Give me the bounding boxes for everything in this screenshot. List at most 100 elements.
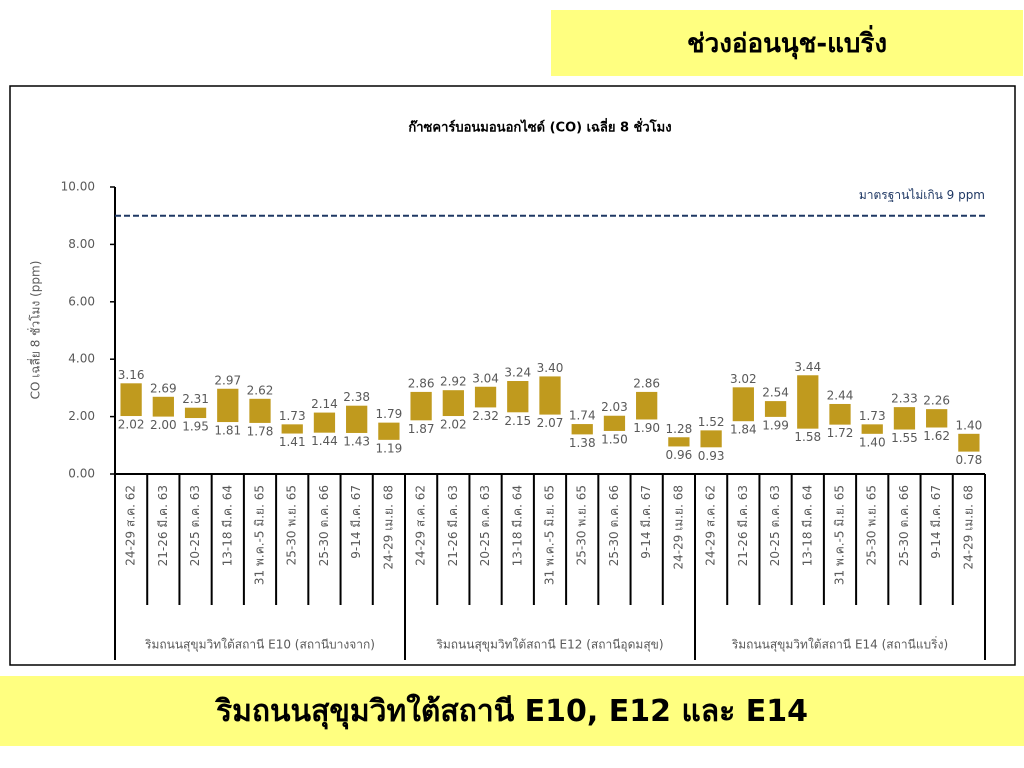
bar xyxy=(474,386,497,408)
low-label: 0.93 xyxy=(698,449,725,463)
low-label: 1.58 xyxy=(794,430,821,444)
bar xyxy=(668,437,690,447)
x-tick-label: 25-30 ต.ค. 66 xyxy=(607,485,621,566)
bar xyxy=(281,424,303,434)
low-label: 1.84 xyxy=(730,423,757,437)
low-label: 2.02 xyxy=(118,418,145,432)
low-label: 1.43 xyxy=(343,434,370,448)
header-title: ช่วงอ่อนนุช-แบริ่ง xyxy=(551,10,1023,76)
bar xyxy=(797,375,819,429)
bar xyxy=(829,403,851,425)
bar xyxy=(152,396,174,417)
low-label: 1.87 xyxy=(408,422,435,436)
high-label: 2.54 xyxy=(762,386,789,400)
x-tick-label: 31 พ.ค.-5 มิ.ย. 65 xyxy=(543,485,557,585)
high-label: 2.38 xyxy=(343,390,370,404)
group-label: ริมถนนสุขุมวิทใต้สถานี E12 (สถานีอุดมสุข… xyxy=(436,638,664,653)
bar xyxy=(732,387,754,422)
low-label: 1.95 xyxy=(182,420,209,434)
high-label: 2.26 xyxy=(923,394,950,408)
y-tick-label: 6.00 xyxy=(68,294,95,308)
x-tick-label: 31 พ.ค.-5 มิ.ย. 65 xyxy=(833,485,847,585)
low-label: 1.62 xyxy=(923,429,950,443)
low-label: 0.96 xyxy=(666,448,693,462)
x-tick-label: 20-25 ต.ค. 63 xyxy=(768,485,782,566)
bar xyxy=(507,381,529,413)
high-label: 3.44 xyxy=(794,360,821,374)
x-tick-label: 24-29 ส.ค. 62 xyxy=(704,485,718,566)
bar xyxy=(442,390,464,417)
x-tick-label: 31 พ.ค.-5 มิ.ย. 65 xyxy=(253,485,267,585)
low-label: 1.41 xyxy=(279,435,306,449)
bar xyxy=(539,376,561,415)
x-tick-label: 21-26 มี.ค. 63 xyxy=(156,485,170,566)
bar xyxy=(926,409,948,428)
x-tick-label: 25-30 ต.ค. 66 xyxy=(897,485,911,566)
x-tick-label: 24-29 ส.ค. 62 xyxy=(124,485,138,566)
high-label: 2.97 xyxy=(214,373,241,387)
high-label: 1.73 xyxy=(279,409,306,423)
low-label: 1.38 xyxy=(569,436,596,450)
high-label: 2.33 xyxy=(891,392,918,406)
y-tick-label: 0.00 xyxy=(68,467,95,481)
high-label: 2.69 xyxy=(150,381,177,395)
bar xyxy=(249,398,271,423)
x-tick-label: 20-25 ต.ค. 63 xyxy=(478,485,492,566)
low-label: 2.07 xyxy=(537,416,564,430)
bar xyxy=(571,424,593,435)
low-label: 0.78 xyxy=(956,453,983,467)
bar xyxy=(120,383,142,417)
y-tick-label: 4.00 xyxy=(68,352,95,366)
high-label: 3.16 xyxy=(118,368,145,382)
y-tick-label: 2.00 xyxy=(68,409,95,423)
bar xyxy=(700,430,722,448)
bar xyxy=(958,433,980,452)
bar xyxy=(861,424,883,434)
low-label: 1.50 xyxy=(601,432,628,446)
group-label: ริมถนนสุขุมวิทใต้สถานี E14 (สถานีแบริ่ง) xyxy=(731,636,948,653)
high-label: 2.44 xyxy=(827,388,854,402)
low-label: 1.78 xyxy=(247,424,274,438)
y-axis-label: CO เฉลี่ย 8 ชั่วโมง (ppm) xyxy=(27,261,43,400)
low-label: 2.32 xyxy=(472,409,499,423)
bar xyxy=(313,412,336,433)
x-tick-label: 24-29 ส.ค. 62 xyxy=(414,485,428,566)
x-tick-label: 21-26 มี.ค. 63 xyxy=(736,485,750,566)
high-label: 2.62 xyxy=(247,383,274,397)
bar xyxy=(893,407,916,430)
x-tick-label: 25-30 ต.ค. 66 xyxy=(317,485,331,566)
low-label: 2.15 xyxy=(504,414,531,428)
bar xyxy=(346,405,368,433)
low-label: 1.44 xyxy=(311,434,338,448)
low-label: 1.19 xyxy=(376,441,403,455)
chart-frame xyxy=(9,85,1016,666)
y-tick-label: 8.00 xyxy=(68,237,95,251)
high-label: 1.79 xyxy=(376,407,403,421)
x-tick-label: 13-18 มี.ค. 64 xyxy=(220,485,234,566)
bar xyxy=(378,422,400,440)
low-label: 1.55 xyxy=(891,431,918,445)
low-label: 1.81 xyxy=(214,424,241,438)
low-label: 1.40 xyxy=(859,435,886,449)
bar xyxy=(184,407,207,419)
high-label: 1.52 xyxy=(698,415,725,429)
high-label: 2.92 xyxy=(440,375,467,389)
x-tick-label: 25-30 พ.ย. 65 xyxy=(285,485,299,565)
high-label: 2.31 xyxy=(182,392,209,406)
x-tick-label: 9-14 มี.ค. 67 xyxy=(349,485,363,559)
high-label: 2.86 xyxy=(633,376,660,390)
high-label: 3.24 xyxy=(504,366,531,380)
low-label: 2.02 xyxy=(440,418,467,432)
standard-label: มาตรฐานไม่เกิน 9 ppm xyxy=(859,188,985,202)
chart-title: ก๊าซคาร์บอนมอนอกไซด์ (CO) เฉลี่ย 8 ชั่วโ… xyxy=(408,118,671,136)
high-label: 1.73 xyxy=(859,409,886,423)
bar xyxy=(764,401,787,417)
low-label: 1.72 xyxy=(827,426,854,440)
bar xyxy=(636,391,658,420)
high-label: 1.40 xyxy=(956,418,983,432)
low-label: 1.90 xyxy=(633,421,660,435)
low-label: 1.99 xyxy=(762,418,789,432)
high-label: 2.86 xyxy=(408,376,435,390)
